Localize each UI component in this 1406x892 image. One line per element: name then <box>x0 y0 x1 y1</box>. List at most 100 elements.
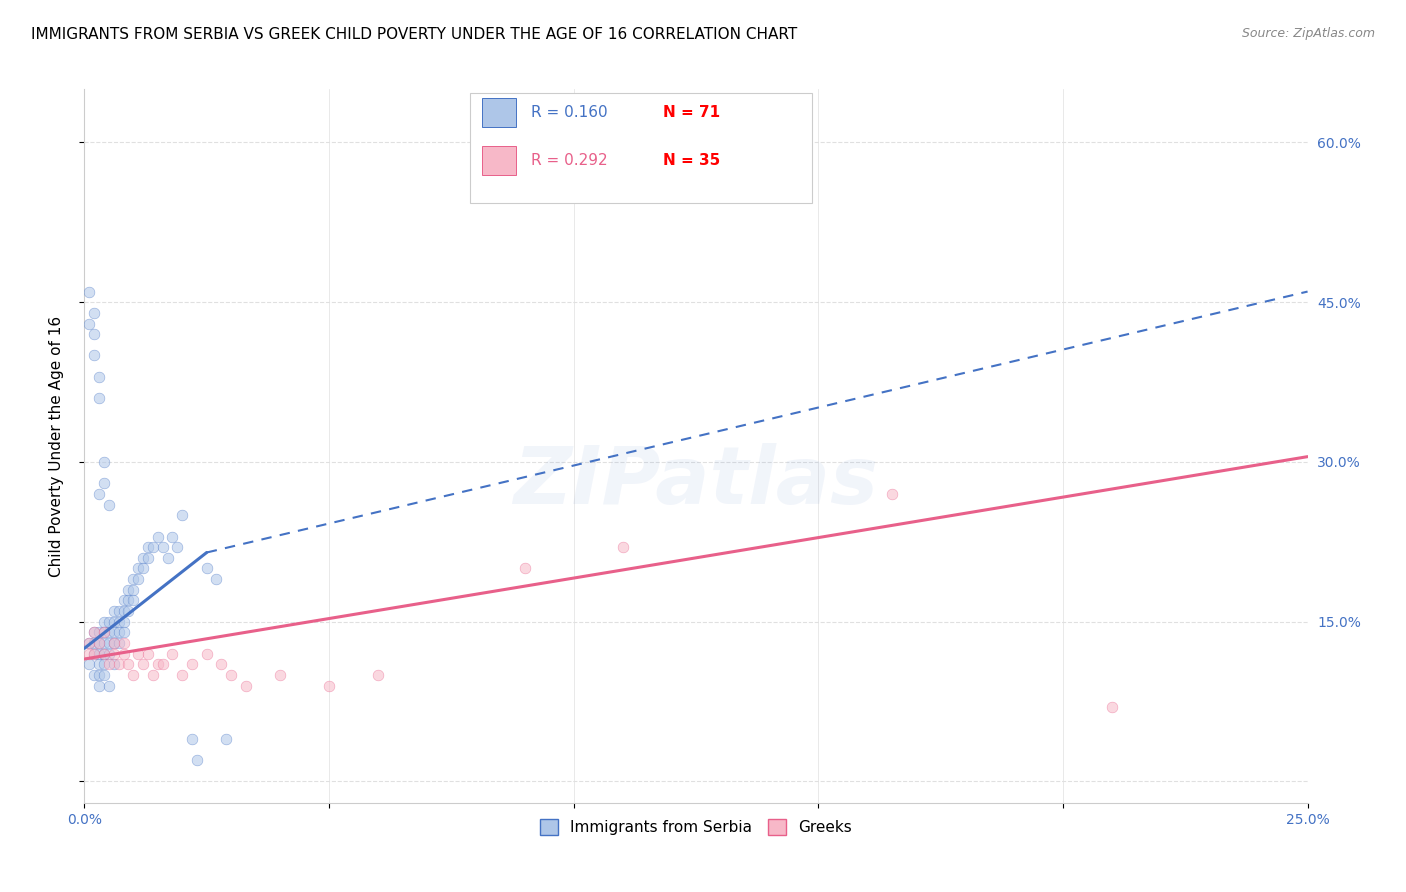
Text: ZIPatlas: ZIPatlas <box>513 442 879 521</box>
Point <box>122 593 145 607</box>
Point <box>87 391 110 405</box>
Point <box>132 561 155 575</box>
Point <box>97 657 120 672</box>
Point <box>215 731 238 746</box>
Point <box>77 647 100 661</box>
Point <box>269 668 291 682</box>
Point <box>103 615 125 629</box>
Point <box>117 593 139 607</box>
Point <box>1101 700 1123 714</box>
Point <box>97 615 120 629</box>
Point <box>172 508 194 523</box>
Point <box>132 550 155 565</box>
Text: Source: ZipAtlas.com: Source: ZipAtlas.com <box>1241 27 1375 40</box>
Point <box>83 668 105 682</box>
Point <box>87 487 110 501</box>
Point <box>127 561 149 575</box>
Point <box>219 668 242 682</box>
Point <box>93 647 115 661</box>
Point <box>97 679 120 693</box>
Text: N = 71: N = 71 <box>664 105 720 120</box>
Point <box>112 647 135 661</box>
Point <box>142 668 165 682</box>
Point <box>162 529 184 543</box>
Point <box>83 625 105 640</box>
Point <box>107 657 129 672</box>
FancyBboxPatch shape <box>470 93 813 203</box>
Point <box>195 647 218 661</box>
Text: R = 0.292: R = 0.292 <box>531 153 621 168</box>
Point <box>107 604 129 618</box>
Point <box>122 572 145 586</box>
Point <box>367 668 389 682</box>
Point <box>880 487 903 501</box>
Point <box>107 636 129 650</box>
Point <box>97 625 120 640</box>
Bar <box>482 98 516 127</box>
Point <box>181 657 204 672</box>
Point <box>152 657 174 672</box>
Y-axis label: Child Poverty Under the Age of 16: Child Poverty Under the Age of 16 <box>49 316 63 576</box>
Point <box>127 647 149 661</box>
Point <box>103 657 125 672</box>
Point <box>93 625 115 640</box>
Point <box>77 636 100 650</box>
Point <box>103 636 125 650</box>
Point <box>93 455 115 469</box>
Point <box>77 636 100 650</box>
Point <box>103 636 125 650</box>
Point <box>83 349 105 363</box>
Text: N = 35: N = 35 <box>664 153 720 168</box>
Point <box>152 540 174 554</box>
Point <box>156 550 179 565</box>
Point <box>93 625 115 640</box>
Point <box>209 657 232 672</box>
Point <box>186 753 208 767</box>
Point <box>97 647 120 661</box>
Bar <box>482 146 516 175</box>
Point <box>112 625 135 640</box>
Point <box>93 636 115 650</box>
Point <box>112 593 135 607</box>
Point <box>103 647 125 661</box>
Point <box>235 679 257 693</box>
Point <box>117 657 139 672</box>
Point <box>122 582 145 597</box>
Point <box>117 582 139 597</box>
Point <box>112 604 135 618</box>
Point <box>122 668 145 682</box>
Point <box>513 561 536 575</box>
Point <box>195 561 218 575</box>
Point <box>172 668 194 682</box>
Point <box>136 647 159 661</box>
Point <box>87 625 110 640</box>
Point <box>318 679 340 693</box>
Point <box>97 498 120 512</box>
Point <box>77 657 100 672</box>
Point <box>97 636 120 650</box>
Point <box>93 657 115 672</box>
Point <box>83 306 105 320</box>
Point <box>83 647 105 661</box>
Point <box>205 572 228 586</box>
Point <box>87 668 110 682</box>
Point <box>77 317 100 331</box>
Point <box>146 529 169 543</box>
Point <box>117 604 139 618</box>
Point <box>87 636 110 650</box>
Point <box>93 476 115 491</box>
Point <box>103 604 125 618</box>
Point <box>83 327 105 342</box>
Point <box>612 540 634 554</box>
Point <box>87 369 110 384</box>
Point <box>93 647 115 661</box>
Point <box>87 647 110 661</box>
Point <box>87 636 110 650</box>
Point <box>107 615 129 629</box>
Point <box>93 668 115 682</box>
Point <box>83 625 105 640</box>
Text: R = 0.160: R = 0.160 <box>531 105 621 120</box>
Point <box>166 540 188 554</box>
Point <box>146 657 169 672</box>
Point <box>83 636 105 650</box>
